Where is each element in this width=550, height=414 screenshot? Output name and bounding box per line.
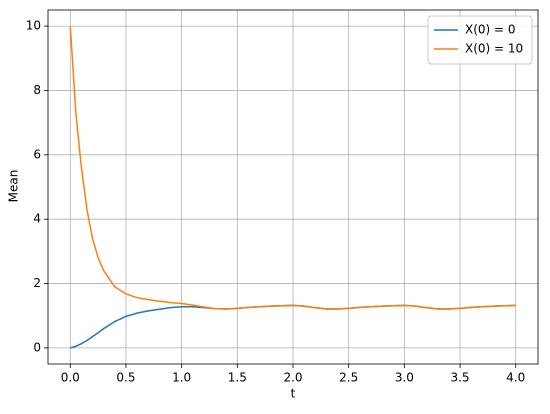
y-axis-label: Mean — [7, 170, 21, 203]
legend-box — [427, 15, 533, 65]
x-tick-label: 2.5 — [339, 371, 358, 385]
x-tick-label: 2.0 — [283, 371, 302, 385]
y-tick-label: 0 — [33, 340, 41, 354]
y-tick-label: 4 — [33, 212, 41, 226]
y-tick-label: 2 — [33, 276, 41, 290]
plot-frame — [47, 9, 539, 365]
legend-label: X(0) = 10 — [465, 42, 523, 56]
legend-label: X(0) = 0 — [465, 23, 516, 37]
y-tick-label: 6 — [33, 147, 41, 161]
x-tick-label: 3.0 — [395, 371, 414, 385]
x-tick-label: 4.0 — [506, 371, 525, 385]
x-tick-label: 0.0 — [61, 371, 80, 385]
x-axis-label: t — [291, 387, 296, 401]
y-tick-label: 8 — [33, 83, 41, 97]
x-tick-label: 1.5 — [228, 371, 247, 385]
x-tick-label: 0.5 — [116, 371, 135, 385]
legend: X(0) = 0 X(0) = 10 — [427, 15, 533, 65]
x-tick-label: 1.0 — [172, 371, 191, 385]
line-series — [69, 26, 516, 310]
y-tick-label: 10 — [26, 19, 41, 33]
x-tick-label: 3.5 — [450, 371, 469, 385]
